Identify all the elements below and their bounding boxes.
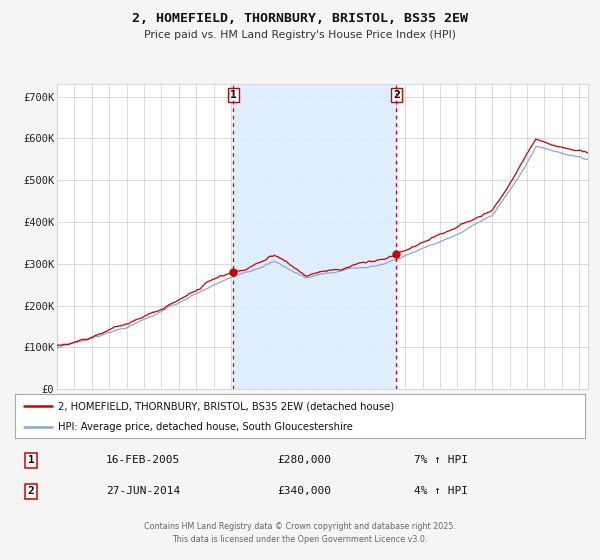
Text: 4% ↑ HPI: 4% ↑ HPI [414, 486, 468, 496]
Text: 16-FEB-2005: 16-FEB-2005 [106, 455, 181, 465]
Text: HPI: Average price, detached house, South Gloucestershire: HPI: Average price, detached house, Sout… [58, 422, 353, 432]
Text: 1: 1 [28, 455, 34, 465]
Text: 2: 2 [393, 90, 400, 100]
Text: Price paid vs. HM Land Registry's House Price Index (HPI): Price paid vs. HM Land Registry's House … [144, 30, 456, 40]
Text: Contains HM Land Registry data © Crown copyright and database right 2025.: Contains HM Land Registry data © Crown c… [144, 522, 456, 531]
Text: 7% ↑ HPI: 7% ↑ HPI [414, 455, 468, 465]
Text: This data is licensed under the Open Government Licence v3.0.: This data is licensed under the Open Gov… [172, 535, 428, 544]
Text: 2: 2 [28, 486, 34, 496]
Text: 1: 1 [230, 90, 236, 100]
Text: 2, HOMEFIELD, THORNBURY, BRISTOL, BS35 2EW (detached house): 2, HOMEFIELD, THORNBURY, BRISTOL, BS35 2… [58, 402, 394, 412]
Text: 27-JUN-2014: 27-JUN-2014 [106, 486, 181, 496]
Text: £280,000: £280,000 [277, 455, 331, 465]
Text: 2, HOMEFIELD, THORNBURY, BRISTOL, BS35 2EW: 2, HOMEFIELD, THORNBURY, BRISTOL, BS35 2… [132, 12, 468, 25]
Bar [233, 84, 397, 389]
Text: £340,000: £340,000 [277, 486, 331, 496]
